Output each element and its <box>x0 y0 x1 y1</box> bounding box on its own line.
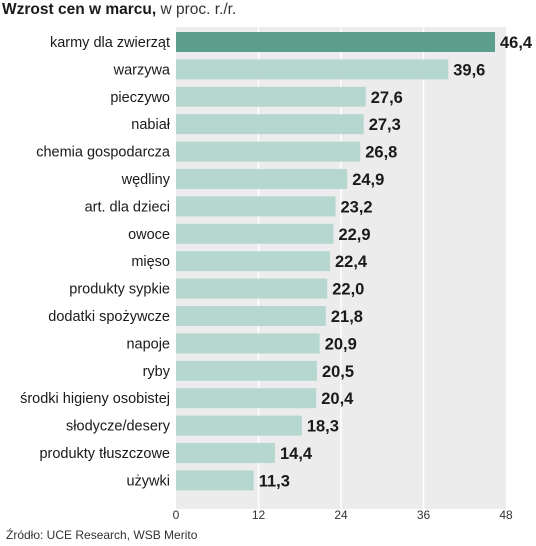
value-label: 21,8 <box>331 308 363 326</box>
category-label: warzywa <box>113 62 171 78</box>
category-label: dodatki spożywcze <box>48 309 170 325</box>
value-label: 24,9 <box>352 171 384 189</box>
value-label: 23,2 <box>341 198 373 216</box>
bar <box>176 59 449 80</box>
value-label: 39,6 <box>453 61 485 79</box>
bar <box>176 415 302 436</box>
bar <box>176 306 326 326</box>
value-label: 20,5 <box>322 363 354 381</box>
category-label: napoje <box>126 336 170 352</box>
bar <box>176 278 328 299</box>
x-tick-label: 0 <box>173 508 180 522</box>
chart-title: Wzrost cen w marcu, w proc. r./r. <box>2 1 236 19</box>
category-label: pieczywo <box>110 90 170 106</box>
bar <box>176 114 364 135</box>
value-label: 46,4 <box>500 34 533 52</box>
value-label: 18,3 <box>307 418 339 436</box>
value-label: 22,9 <box>338 226 370 244</box>
value-label: 26,8 <box>365 144 397 162</box>
bar <box>176 196 336 217</box>
value-label: 27,6 <box>371 89 403 107</box>
value-label: 20,9 <box>325 335 357 353</box>
category-label: chemia gospodarcza <box>36 145 171 161</box>
category-label: nabiał <box>131 117 170 133</box>
category-label: produkty tłuszczowe <box>39 446 170 462</box>
bar <box>176 470 254 491</box>
chart-title-main: Wzrost cen w marcu, <box>2 1 157 18</box>
category-label: art. dla dzieci <box>85 199 170 215</box>
bar <box>176 251 330 272</box>
bar <box>176 86 366 107</box>
category-label: środki higieny osobistej <box>20 391 170 407</box>
category-label: używki <box>126 473 170 489</box>
bar-chart: karmy dla zwierząt 46,4 warzywa 39,6 pieczyw… <box>20 27 533 522</box>
bar <box>176 169 348 189</box>
category-label: produkty sypkie <box>69 282 170 298</box>
category-label: wędliny <box>121 172 171 188</box>
x-tick-label: 36 <box>417 508 431 522</box>
category-label: mięso <box>131 254 170 270</box>
value-label: 22,4 <box>335 253 368 271</box>
bar <box>176 360 317 381</box>
category-label: karmy dla zwierząt <box>50 35 170 51</box>
bar <box>176 223 334 244</box>
chart-title-unit: w proc. r./r. <box>160 1 237 18</box>
bar <box>176 333 320 354</box>
value-label: 22,0 <box>332 281 364 299</box>
x-tick-label: 24 <box>334 508 348 522</box>
category-label: owoce <box>128 227 170 243</box>
x-tick-label: 48 <box>499 508 513 522</box>
bar <box>176 388 317 409</box>
value-label: 27,3 <box>369 116 401 134</box>
source-note: Źródło: UCE Research, WSB Merito <box>6 528 198 542</box>
value-label: 14,4 <box>280 445 313 463</box>
x-tick-label: 12 <box>252 508 266 522</box>
category-label: ryby <box>143 364 171 380</box>
value-label: 20,4 <box>321 390 354 408</box>
bar <box>176 141 361 162</box>
value-label: 11,3 <box>259 472 290 490</box>
bar <box>176 443 275 463</box>
bar <box>176 32 495 52</box>
category-label: słodycze/desery <box>66 419 171 435</box>
